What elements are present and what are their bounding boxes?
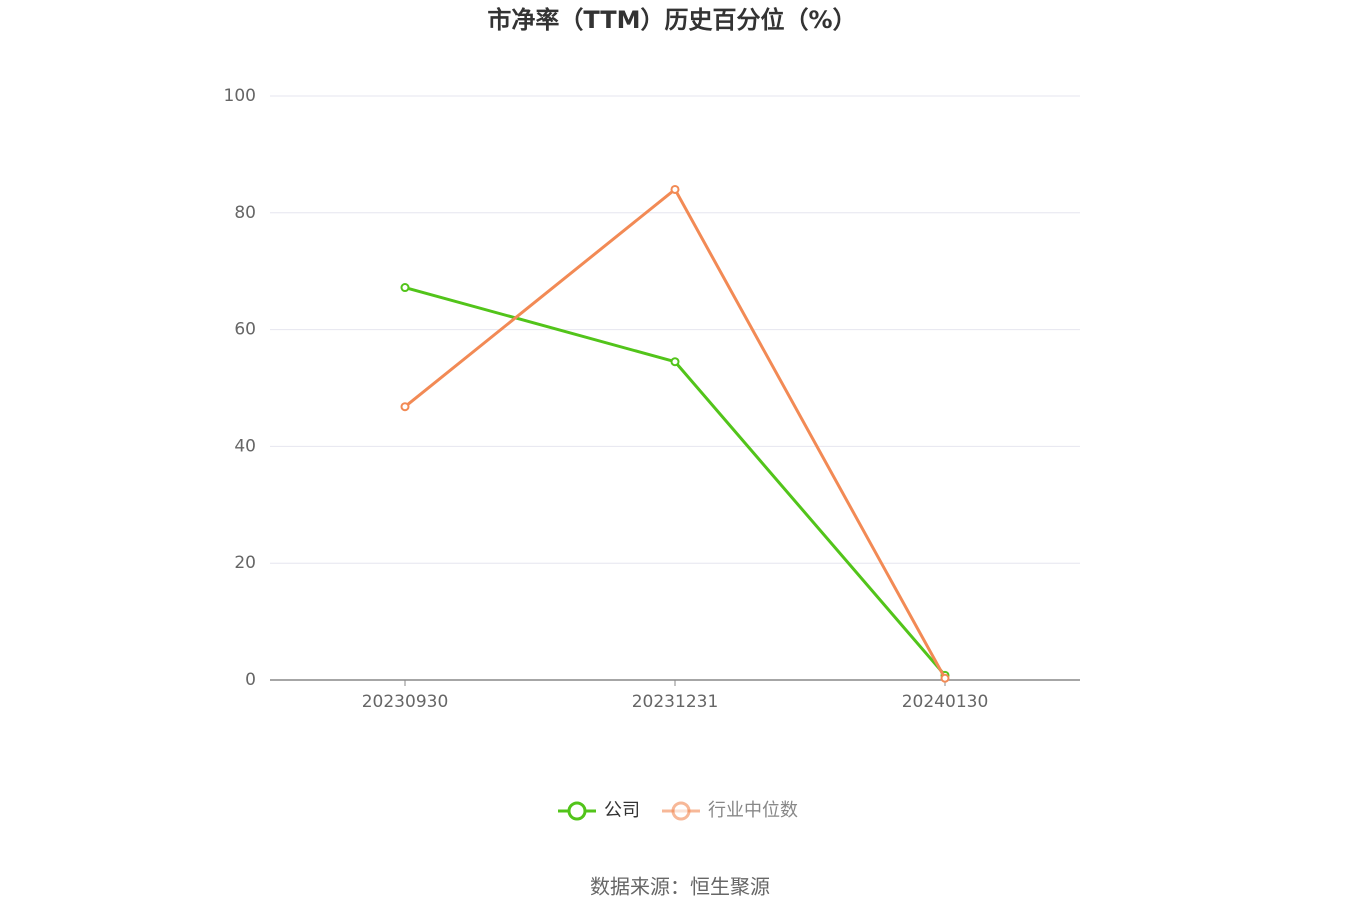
data-point (940, 673, 950, 683)
series-line (404, 286, 947, 677)
y-tick-label: 40 (234, 436, 256, 456)
legend-label: 公司 (604, 800, 640, 821)
data-point (670, 357, 680, 367)
legend-swatch-marker (567, 801, 587, 821)
data-point (400, 402, 410, 412)
legend-label: 行业中位数 (708, 800, 798, 821)
x-tick-label: 20231231 (632, 692, 719, 712)
data-point (400, 283, 410, 293)
data-point (670, 184, 680, 194)
chart-title: 市净率（TTM）历史百分位（%） (487, 6, 856, 34)
series-line (404, 187, 947, 679)
source-note: 数据来源：恒生聚源 (590, 875, 770, 899)
x-tick-label: 20230930 (362, 692, 449, 712)
y-tick-label: 20 (234, 553, 256, 573)
y-tick-label: 100 (224, 86, 256, 106)
y-tick-label: 0 (245, 670, 256, 690)
y-tick-label: 80 (234, 203, 256, 223)
x-tick-label: 20240130 (902, 692, 989, 712)
legend-swatch-marker (671, 801, 691, 821)
y-tick-label: 60 (234, 320, 256, 340)
